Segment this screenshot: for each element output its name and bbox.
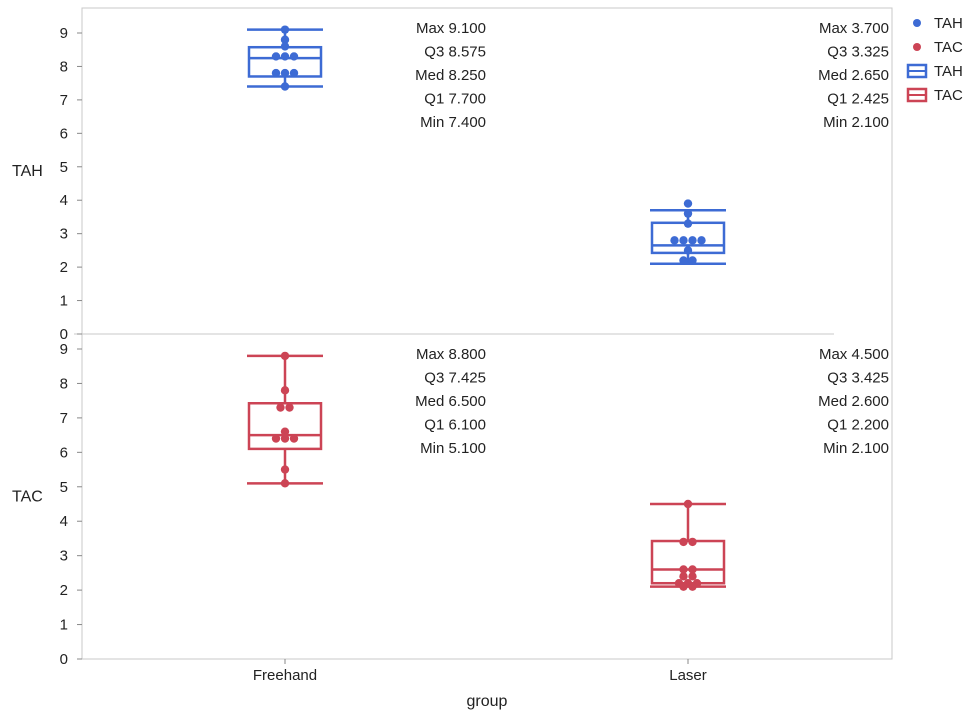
data-point [688, 537, 697, 547]
y-tick-label: 1 [60, 293, 68, 310]
data-point [683, 219, 693, 228]
x-axis-title: group [467, 693, 508, 710]
y-tick-label: 1 [60, 617, 68, 634]
y-tick-label: 8 [60, 375, 68, 392]
summary-stat-q1: Q1 2.425 [827, 91, 889, 108]
data-point [683, 209, 693, 218]
y-axis-title: TAH [12, 163, 43, 180]
summary-stat-min: Min 5.100 [420, 440, 486, 457]
data-point [271, 52, 281, 61]
box-iqr [247, 402, 323, 451]
y-tick-label: 0 [60, 326, 68, 343]
data-point [280, 68, 290, 78]
y-tick-label: 0 [60, 651, 68, 668]
data-point [280, 42, 290, 51]
data-point [280, 351, 290, 361]
data-point [679, 565, 688, 574]
summary-stat-min: Min 2.100 [823, 114, 889, 131]
data-point [679, 256, 688, 265]
summary-stat-q1: Q1 2.200 [827, 417, 889, 434]
legend-label: TAH [934, 63, 963, 80]
data-point [280, 386, 290, 395]
data-point [688, 236, 697, 245]
summary-stat-min: Min 7.400 [420, 114, 486, 131]
summary-stat-med: Med 6.500 [415, 393, 486, 410]
y-tick-label: 3 [60, 226, 68, 243]
y-tick-label: 6 [60, 125, 68, 142]
summary-stat-q1: Q1 6.100 [424, 417, 486, 434]
summary-stat-q3: Q3 3.425 [827, 370, 889, 387]
data-point [683, 199, 693, 208]
legend-label: TAH [934, 15, 963, 32]
y-tick-label: 9 [60, 341, 68, 358]
data-point [679, 572, 688, 581]
data-point [679, 582, 688, 591]
y-tick-label: 5 [60, 159, 68, 176]
data-point [285, 403, 294, 412]
legend-label: TAC [934, 39, 963, 56]
data-point [280, 479, 290, 488]
data-point [688, 572, 697, 581]
data-point [688, 582, 697, 591]
data-point [271, 68, 281, 78]
summary-stat-max: Max 4.500 [819, 346, 889, 363]
legend-marker-point [913, 43, 921, 51]
summary-stat-q3: Q3 3.325 [827, 44, 889, 61]
data-point [679, 537, 688, 547]
summary-stat-q1: Q1 7.700 [424, 91, 486, 108]
data-point [280, 427, 290, 436]
y-tick-label: 4 [60, 192, 68, 209]
data-point [280, 52, 290, 61]
data-point [280, 35, 290, 44]
y-tick-label: 2 [60, 259, 68, 276]
x-tick-label: Freehand [253, 667, 317, 684]
data-point [697, 236, 706, 245]
data-point [683, 499, 693, 509]
data-point [670, 236, 679, 245]
summary-stat-q3: Q3 8.575 [424, 44, 486, 61]
summary-stat-max: Max 8.800 [416, 346, 486, 363]
data-point [679, 236, 688, 245]
x-tick-label: Laser [669, 667, 707, 684]
y-axis-title: TAC [12, 489, 43, 506]
y-tick-label: 9 [60, 25, 68, 42]
y-tick-label: 3 [60, 548, 68, 565]
data-point [289, 434, 299, 443]
box-iqr [650, 539, 726, 585]
data-point [289, 52, 299, 61]
summary-stat-med: Med 2.650 [818, 67, 889, 84]
summary-stat-max: Max 3.700 [819, 20, 889, 37]
data-point [280, 434, 290, 443]
legend-marker-point [913, 19, 921, 27]
data-point [271, 434, 281, 443]
summary-stat-med: Med 2.600 [818, 393, 889, 410]
data-point [280, 82, 290, 91]
y-tick-label: 7 [60, 410, 68, 427]
y-tick-label: 5 [60, 479, 68, 496]
y-tick-label: 6 [60, 444, 68, 461]
data-point [280, 465, 290, 474]
summary-stat-q3: Q3 7.425 [424, 370, 486, 387]
data-point [280, 25, 290, 34]
y-tick-label: 7 [60, 92, 68, 109]
summary-stat-min: Min 2.100 [823, 440, 889, 457]
data-point [289, 68, 299, 78]
y-tick-label: 8 [60, 58, 68, 75]
y-tick-label: 2 [60, 582, 68, 599]
summary-stat-med: Med 8.250 [415, 67, 486, 84]
data-point [688, 565, 697, 574]
y-tick-label: 4 [60, 513, 68, 530]
data-point [688, 256, 697, 265]
summary-stat-max: Max 9.100 [416, 20, 486, 37]
data-point [276, 403, 285, 412]
data-point [683, 246, 693, 255]
legend-label: TAC [934, 87, 963, 104]
